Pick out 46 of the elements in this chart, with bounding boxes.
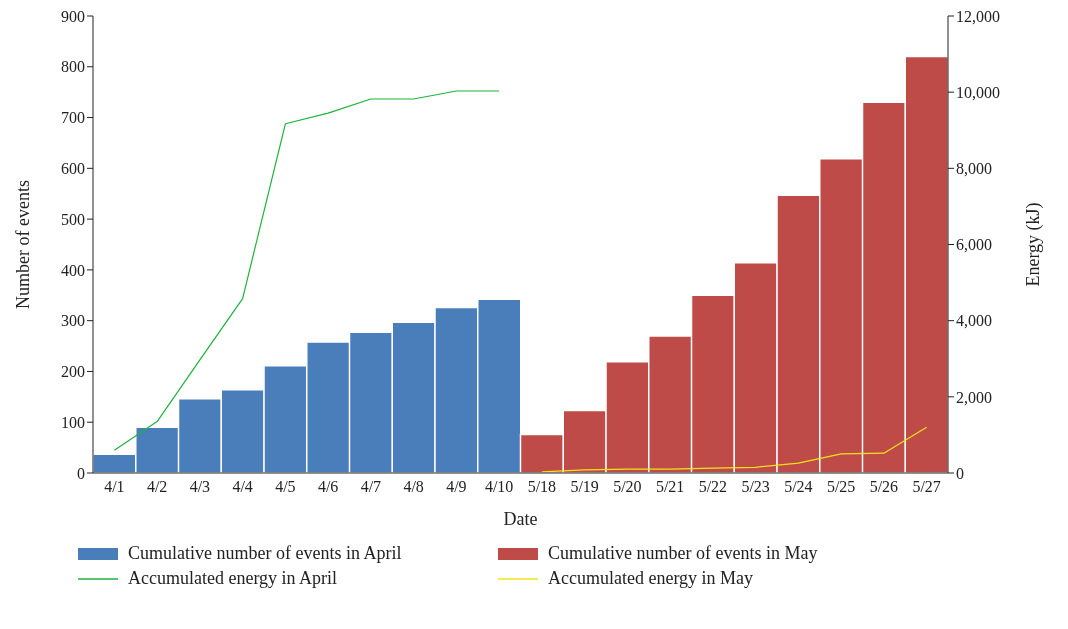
x-tick-label: 5/22	[698, 478, 728, 496]
x-tick-label: 5/25	[826, 478, 856, 496]
y2-tick-label: 12,000	[956, 7, 1000, 25]
y-tick-label: 700	[61, 109, 85, 127]
x-tick-label: 4/7	[360, 478, 382, 496]
x-tick-label: 4/10	[484, 478, 514, 496]
x-tick-label: 5/24	[784, 478, 813, 496]
y-tick-label: 300	[61, 312, 85, 330]
y2-tick-label: 0	[956, 464, 964, 482]
y-tick-label: 500	[61, 210, 85, 228]
x-tick-label: 5/23	[741, 478, 770, 496]
x-tick-label: 5/18	[527, 478, 557, 496]
x-tick-label: 4/4	[232, 478, 253, 496]
x-tick-label: 4/3	[189, 478, 211, 496]
x-tick-label: 5/21	[655, 478, 685, 496]
y-tick-label: 0	[77, 464, 85, 482]
x-tick-label: 4/5	[275, 478, 296, 496]
x-tick-label: 4/9	[446, 478, 467, 496]
y2-tick-label: 8,000	[956, 160, 992, 178]
y-tick-label: 100	[61, 413, 85, 431]
x-tick-label: 4/8	[403, 478, 424, 496]
x-tick-label: 4/6	[317, 478, 339, 496]
x-tick-label: 5/19	[570, 478, 599, 496]
y2-tick-label: 2,000	[956, 388, 992, 406]
x-tick-label: 4/1	[104, 478, 125, 496]
x-tick-label: 5/20	[613, 478, 642, 496]
legend-label: Cumulative number of events in April	[128, 543, 402, 564]
line-series	[113, 90, 500, 451]
x-tick-label: 5/27	[912, 478, 941, 496]
legend-label: Cumulative number of events in May	[548, 543, 818, 564]
line-series	[541, 426, 928, 473]
x-tick-label: 4/2	[146, 478, 168, 496]
y-tick-label: 800	[61, 58, 85, 76]
y-tick-label: 600	[61, 160, 85, 178]
y2-tick-label: 10,000	[956, 83, 1000, 101]
legend-label: Accumulated energy in May	[548, 568, 754, 589]
y-tick-label: 200	[61, 363, 85, 381]
y-tick-label: 900	[61, 7, 85, 25]
y-tick-label: 400	[61, 261, 85, 279]
y2-tick-label: 6,000	[956, 236, 992, 254]
x-tick-label: 5/26	[869, 478, 899, 496]
x-axis-title: Date	[503, 509, 538, 529]
legend-label: Accumulated energy in April	[128, 568, 338, 589]
y2-axis-title: Energy (kJ)	[1023, 202, 1045, 287]
y-axis-title: Number of events	[13, 180, 34, 309]
y2-tick-label: 4,000	[956, 312, 992, 330]
